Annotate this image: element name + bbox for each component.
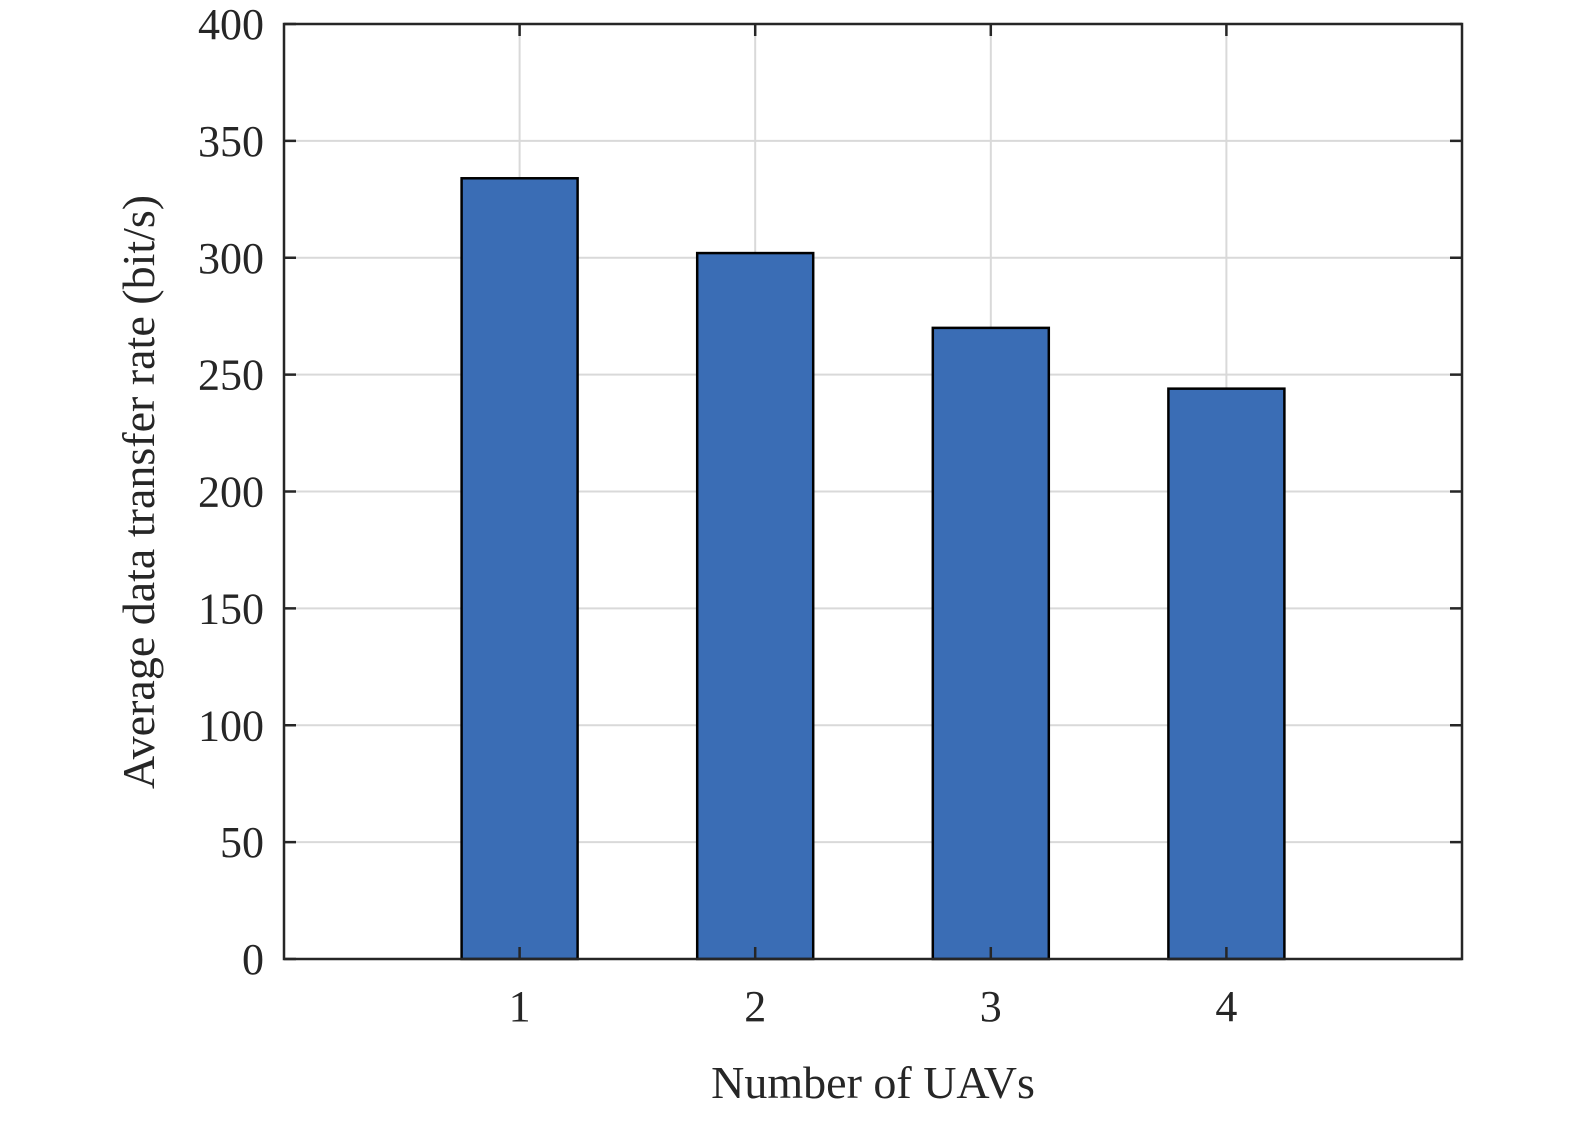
x-tick-label: 4	[1215, 982, 1237, 1031]
y-tick-label: 150	[198, 584, 264, 633]
y-tick-label: 50	[220, 818, 264, 867]
x-tick-label: 1	[509, 982, 531, 1031]
y-axis-title: Average data transfer rate (bit/s)	[113, 195, 164, 789]
x-tick-label: 3	[980, 982, 1002, 1031]
x-axis-tick-labels: 1 2 3 4	[509, 982, 1238, 1031]
bar-1	[460, 177, 579, 961]
bar-3	[931, 326, 1051, 961]
y-tick-label: 400	[198, 0, 264, 49]
y-axis-tick-labels: 0 50 100 150 200 250 300 350 400	[198, 0, 264, 984]
tick-marks	[284, 22, 1462, 961]
x-tick-label: 2	[744, 982, 766, 1031]
y-tick-label: 350	[198, 117, 264, 166]
bar-2	[695, 251, 815, 961]
bar-4	[1167, 387, 1286, 961]
x-axis-title: Number of UAVs	[711, 1057, 1035, 1108]
y-tick-label: 300	[198, 234, 264, 283]
bars	[460, 177, 1286, 961]
plot-frame	[282, 22, 1464, 961]
y-tick-label: 0	[242, 935, 264, 984]
y-tick-label: 250	[198, 351, 264, 400]
y-tick-label: 100	[198, 701, 264, 750]
y-tick-label: 200	[198, 468, 264, 517]
